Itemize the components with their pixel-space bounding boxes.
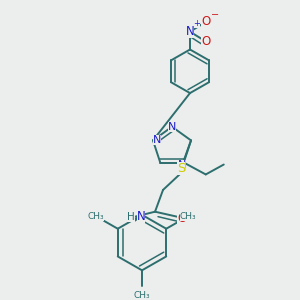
Text: O: O [201,15,211,28]
Text: N: N [136,210,146,223]
Text: N: N [178,160,186,170]
Text: N: N [168,122,176,132]
Text: O: O [201,35,211,48]
Text: +: + [194,19,200,28]
Text: O: O [177,212,187,225]
Text: N: N [186,25,194,38]
Text: −: − [211,10,219,20]
Text: H: H [127,212,135,222]
Text: N: N [153,135,161,146]
Text: S: S [177,162,185,175]
Text: CH₃: CH₃ [88,212,104,221]
Text: CH₃: CH₃ [134,291,150,300]
Text: CH₃: CH₃ [180,212,196,221]
